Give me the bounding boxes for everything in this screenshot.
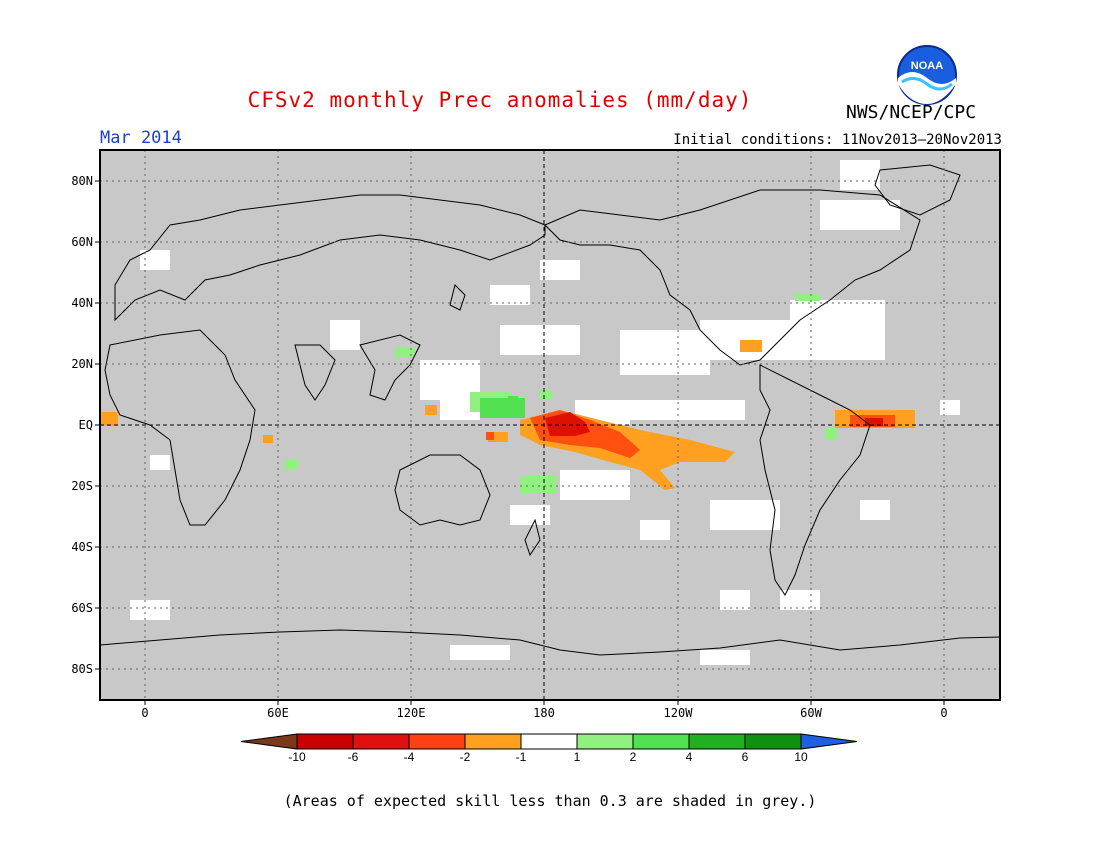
lon-label: 180: [533, 706, 555, 720]
skill-footnote: (Areas of expected skill less than 0.3 a…: [283, 792, 817, 810]
lat-label: 20S: [71, 479, 93, 493]
lon-label: 120W: [663, 706, 693, 720]
initial-conditions: Initial conditions: 11Nov2013–20Nov2013: [673, 132, 1002, 148]
lat-label: 40N: [71, 296, 93, 310]
lon-label: 0: [940, 706, 948, 720]
lon-label: 0: [141, 706, 149, 720]
map-gridlines: [100, 150, 1000, 700]
green-anomaly-regions: [480, 396, 525, 418]
coastlines: [99, 164, 1001, 656]
lon-label: 60W: [800, 706, 822, 720]
lon-label: 120E: [396, 706, 426, 720]
lat-label: 20N: [71, 357, 93, 371]
lat-label: 60N: [71, 235, 93, 249]
white-anomaly-regions: [130, 160, 960, 665]
axis-ticks: [95, 180, 945, 705]
logo-text: NOAA: [911, 60, 943, 72]
lon-label: 60E: [267, 706, 289, 720]
agency-label: NWS/NCEP/CPC: [846, 102, 977, 123]
equator-dateline: [100, 150, 1000, 700]
lat-label: 80S: [71, 662, 93, 676]
noaa-logo: NOAA: [896, 44, 958, 110]
lat-label: 60S: [71, 601, 93, 615]
forecast-month: Mar 2014: [100, 128, 182, 148]
lat-label: 80N: [71, 174, 93, 188]
chart-title: CFSv2 monthly Prec anomalies (mm/day): [247, 88, 753, 112]
lat-label: 40S: [71, 540, 93, 554]
lat-label: EQ: [78, 418, 93, 432]
red-anomaly-regions: [545, 412, 883, 436]
